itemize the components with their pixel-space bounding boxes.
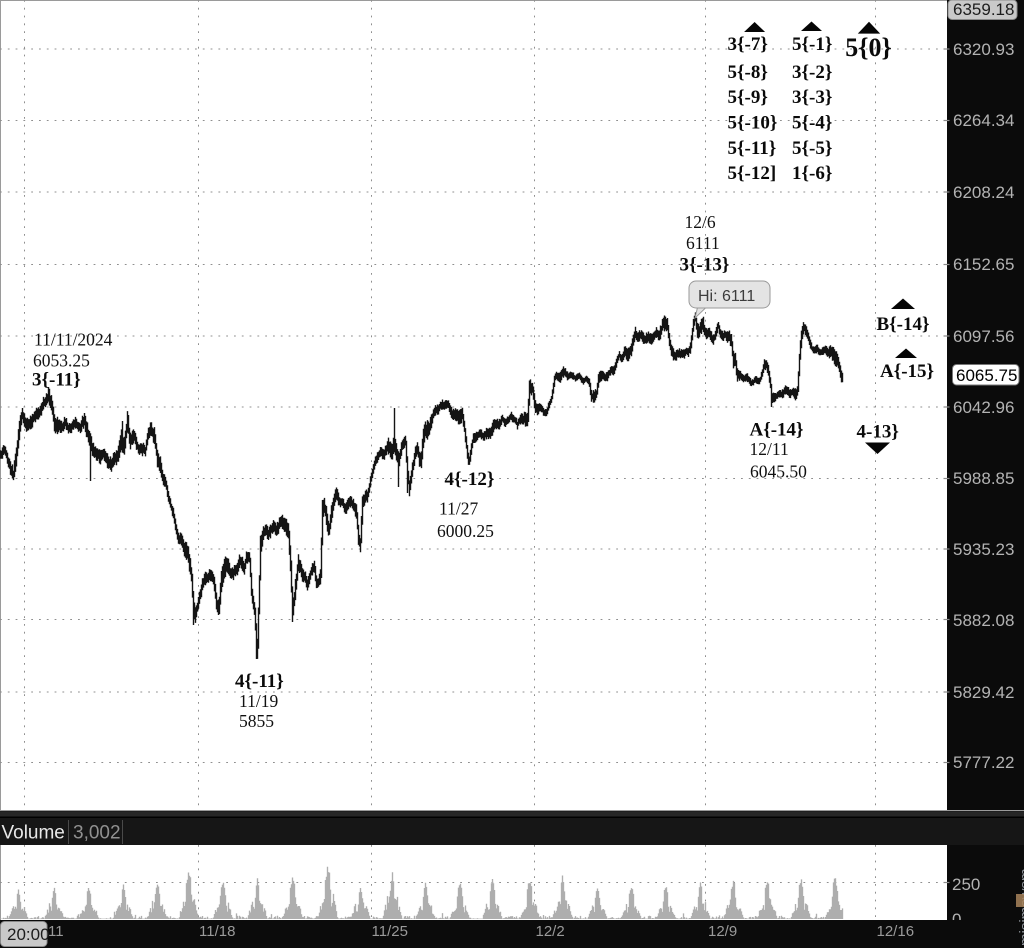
svg-text:3{-11}: 3{-11} <box>32 369 81 390</box>
svg-text:5855: 5855 <box>239 711 274 731</box>
svg-text:3{-13}: 3{-13} <box>680 254 730 275</box>
svg-text:5988.85: 5988.85 <box>953 469 1014 488</box>
svg-text:5{-4}: 5{-4} <box>792 113 832 134</box>
svg-text:A{-14}: A{-14} <box>750 419 804 440</box>
svg-text:5829.42: 5829.42 <box>953 683 1014 702</box>
svg-text:B{-14}: B{-14} <box>877 314 930 335</box>
svg-text:0: 0 <box>952 910 961 929</box>
svg-text:4{-11}: 4{-11} <box>235 671 284 692</box>
svg-text:3{-3}: 3{-3} <box>792 87 832 108</box>
svg-text:5{-8}: 5{-8} <box>728 62 768 83</box>
svg-text:11/11/2024: 11/11/2024 <box>34 330 113 350</box>
svg-text:1{-6}: 1{-6} <box>792 163 832 184</box>
svg-text:Hi: 6111: Hi: 6111 <box>698 288 755 305</box>
svg-text:6359.18: 6359.18 <box>953 0 1014 19</box>
svg-text:6111: 6111 <box>686 233 720 253</box>
svg-text:6208.24: 6208.24 <box>953 183 1014 202</box>
svg-text:6320.93: 6320.93 <box>953 40 1014 59</box>
svg-text:5{-10}: 5{-10} <box>728 113 778 134</box>
svg-text:Volume: Volume <box>2 823 65 844</box>
svg-text:5882.08: 5882.08 <box>953 611 1014 630</box>
svg-text:5{-11}: 5{-11} <box>728 138 777 159</box>
svg-text:5{-1}: 5{-1} <box>792 34 832 55</box>
svg-text:misimswsm: misimswsm <box>1017 869 1024 946</box>
svg-text:12/16: 12/16 <box>877 923 915 940</box>
svg-text:6097.56: 6097.56 <box>953 327 1014 346</box>
svg-text:250: 250 <box>952 875 980 894</box>
svg-text:12/9: 12/9 <box>708 923 737 940</box>
svg-text:3{-2}: 3{-2} <box>792 62 832 83</box>
svg-text:6264.34: 6264.34 <box>953 111 1014 130</box>
svg-text:6045.50: 6045.50 <box>750 462 807 482</box>
svg-text:12/6: 12/6 <box>685 212 716 232</box>
svg-text:11/27: 11/27 <box>439 499 478 519</box>
svg-text:5{-5}: 5{-5} <box>792 138 832 159</box>
svg-text:6000.25: 6000.25 <box>437 521 494 541</box>
svg-text:11: 11 <box>48 923 64 940</box>
svg-text:11/25: 11/25 <box>372 923 408 940</box>
svg-text:3,002: 3,002 <box>73 823 121 844</box>
svg-text:6065.75: 6065.75 <box>956 366 1017 385</box>
svg-text:6042.96: 6042.96 <box>953 398 1014 417</box>
svg-text:6152.65: 6152.65 <box>953 255 1014 274</box>
svg-text:5{-12]: 5{-12] <box>728 163 777 184</box>
svg-text:4-13}: 4-13} <box>857 421 899 442</box>
svg-text:5777.22: 5777.22 <box>953 753 1014 772</box>
svg-text:6053.25: 6053.25 <box>33 351 90 371</box>
svg-text:20:00: 20:00 <box>7 925 50 944</box>
svg-text:4{-12}: 4{-12} <box>445 469 495 490</box>
svg-text:12/2: 12/2 <box>536 923 565 940</box>
svg-text:5935.23: 5935.23 <box>953 540 1014 559</box>
svg-text:A{-15}: A{-15} <box>880 361 934 382</box>
svg-text:11/18: 11/18 <box>199 923 235 940</box>
svg-text:12/11: 12/11 <box>750 439 789 459</box>
svg-text:3{-7}: 3{-7} <box>728 34 768 55</box>
svg-text:5{0}: 5{0} <box>845 33 892 62</box>
svg-text:5{-9}: 5{-9} <box>728 87 768 108</box>
svg-text:11/19: 11/19 <box>239 691 278 711</box>
